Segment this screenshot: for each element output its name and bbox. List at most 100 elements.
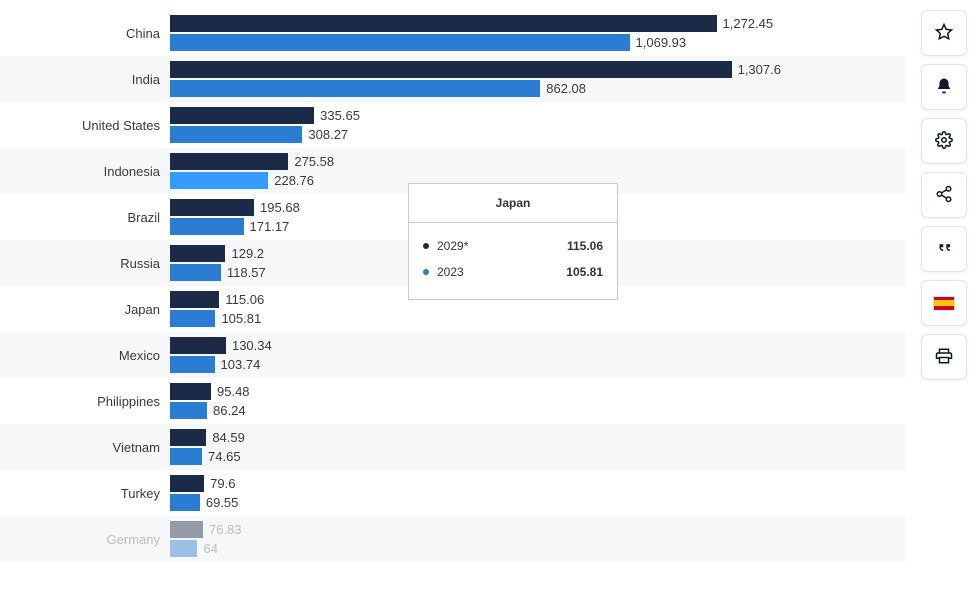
tooltip-series-label: 2029*: [437, 239, 567, 253]
bar-series-0[interactable]: [170, 383, 211, 400]
chart-tooltip: Japan 2029*115.062023105.81: [408, 183, 618, 300]
tooltip-series-dot: [423, 243, 429, 249]
bar-value-label: 64: [203, 541, 217, 556]
bars-group[interactable]: 335.65 308.27: [170, 102, 905, 148]
bar-value-label: 275.58: [294, 154, 334, 169]
chart-row: Germany 76.83 64: [0, 516, 905, 562]
bar-value-label: 103.74: [221, 357, 261, 372]
language-button[interactable]: [921, 280, 967, 326]
bar-series-0[interactable]: [170, 153, 288, 170]
bars-group[interactable]: 1,307.6 862.08: [170, 56, 905, 102]
bar-series-1[interactable]: [170, 310, 215, 327]
bar-value-label: 195.68: [260, 200, 300, 215]
bar-value-label: 105.81: [221, 311, 261, 326]
chart-row: India 1,307.6 862.08: [0, 56, 905, 102]
bar-value-label: 130.34: [232, 338, 272, 353]
category-label: Turkey: [0, 486, 170, 501]
side-toolbar: [921, 10, 967, 380]
share-button[interactable]: [921, 172, 967, 218]
cite-button[interactable]: [921, 226, 967, 272]
bar-series-1[interactable]: [170, 218, 244, 235]
category-label: Russia: [0, 256, 170, 271]
bar-value-label: 69.55: [206, 495, 239, 510]
tooltip-body: 2029*115.062023105.81: [409, 223, 617, 299]
bar-series-0[interactable]: [170, 337, 226, 354]
quote-icon: [935, 239, 953, 260]
bar-value-label: 862.08: [546, 81, 586, 96]
bar-value-label: 129.2: [231, 246, 264, 261]
category-label: Vietnam: [0, 440, 170, 455]
bar-value-label: 74.65: [208, 449, 241, 464]
bar-value-label: 76.83: [209, 522, 242, 537]
bar-series-1[interactable]: [170, 172, 268, 189]
bar-series-1[interactable]: [170, 356, 215, 373]
favorite-button[interactable]: [921, 10, 967, 56]
bar-series-0[interactable]: [170, 15, 717, 32]
bar-series-1[interactable]: [170, 34, 630, 51]
category-label: Indonesia: [0, 164, 170, 179]
notifications-button[interactable]: [921, 64, 967, 110]
star-icon: [935, 23, 953, 44]
chart-row: Turkey 79.6 69.55: [0, 470, 905, 516]
bar-series-0[interactable]: [170, 199, 254, 216]
tooltip-series-value: 105.81: [566, 265, 603, 279]
bar-value-label: 84.59: [212, 430, 245, 445]
category-label: United States: [0, 118, 170, 133]
bar-value-label: 171.17: [250, 219, 290, 234]
category-label: India: [0, 72, 170, 87]
tooltip-series-label: 2023: [437, 265, 566, 279]
share-icon: [935, 185, 953, 206]
category-label: Philippines: [0, 394, 170, 409]
bar-series-0[interactable]: [170, 291, 219, 308]
bar-series-1[interactable]: [170, 448, 202, 465]
chart-row: China 1,272.45 1,069.93: [0, 10, 905, 56]
bar-series-1[interactable]: [170, 126, 302, 143]
chart-row: Philippines95.4886.24: [0, 378, 905, 424]
tooltip-row: 2029*115.06: [423, 233, 603, 259]
bar-series-0[interactable]: [170, 521, 203, 538]
bar-value-label: 335.65: [320, 108, 360, 123]
bar-value-label: 1,272.45: [723, 16, 774, 31]
chart-row: Vietnam 84.59 74.65: [0, 424, 905, 470]
category-label: China: [0, 26, 170, 41]
bars-group[interactable]: 76.83 64: [170, 516, 905, 562]
tooltip-series-dot: [423, 269, 429, 275]
chart-area: China 1,272.45 1,069.93 India 1,307.6 862.08 U…: [0, 0, 905, 610]
bars-group[interactable]: 84.59 74.65: [170, 424, 905, 470]
bar-value-label: 115.06: [225, 292, 264, 307]
bar-value-label: 308.27: [308, 127, 348, 142]
bars-group[interactable]: 1,272.45 1,069.93: [170, 10, 905, 56]
bar-series-0[interactable]: [170, 61, 732, 78]
category-label: Japan: [0, 302, 170, 317]
bell-icon: [935, 77, 953, 98]
tooltip-series-value: 115.06: [567, 239, 603, 253]
category-label: Brazil: [0, 210, 170, 225]
chart-row: United States 335.65 308.27: [0, 102, 905, 148]
bar-value-label: 1,307.6: [738, 62, 781, 77]
flag-es-icon: [933, 296, 955, 311]
settings-button[interactable]: [921, 118, 967, 164]
bar-series-1[interactable]: [170, 80, 540, 97]
chart-row: Mexico 130.34 103.74: [0, 332, 905, 378]
bar-value-label: 95.48: [217, 384, 250, 399]
gear-icon: [935, 131, 953, 152]
bar-series-0[interactable]: [170, 429, 206, 446]
bar-series-1[interactable]: [170, 494, 200, 511]
bar-value-label: 1,069.93: [636, 35, 687, 50]
tooltip-row: 2023105.81: [423, 259, 603, 285]
print-button[interactable]: [921, 334, 967, 380]
category-label: Germany: [0, 532, 170, 547]
bars-group[interactable]: 79.6 69.55: [170, 470, 905, 516]
bar-series-0[interactable]: [170, 107, 314, 124]
bar-series-1[interactable]: [170, 264, 221, 281]
bar-series-0[interactable]: [170, 245, 225, 262]
bar-series-1[interactable]: [170, 402, 207, 419]
category-label: Mexico: [0, 348, 170, 363]
bar-value-label: 228.76: [274, 173, 314, 188]
bar-series-1[interactable]: [170, 540, 197, 557]
bar-value-label: 79.6: [210, 476, 235, 491]
bar-series-0[interactable]: [170, 475, 204, 492]
bar-value-label: 118.57: [227, 265, 266, 280]
bars-group[interactable]: 130.34 103.74: [170, 332, 905, 378]
bars-group[interactable]: 95.4886.24: [170, 378, 905, 424]
